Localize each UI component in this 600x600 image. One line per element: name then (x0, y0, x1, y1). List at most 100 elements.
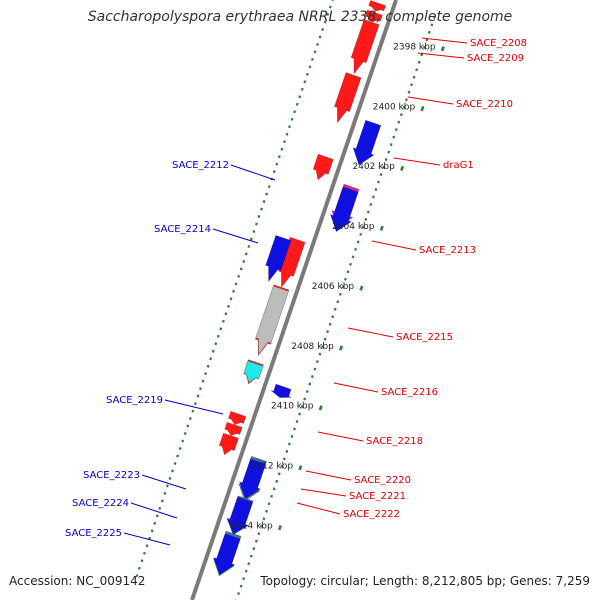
gene-sace_2208[interactable] (368, 0, 387, 12)
gene-sace_2219[interactable] (270, 383, 292, 398)
gene-sace_2220[interactable] (228, 410, 247, 426)
tick-dot-left (178, 446, 182, 451)
gene-features (212, 0, 387, 577)
gene-label-sace_2218[interactable]: SACE_2218 (366, 436, 423, 447)
gene-sace_2210[interactable] (350, 19, 380, 75)
gene-drag1[interactable] (334, 72, 362, 124)
gene-label-sace_2213[interactable]: SACE_2213 (419, 245, 476, 256)
tick-dot-left (310, 57, 314, 61)
tick-dot-left (252, 229, 256, 234)
tick-dot-left (196, 394, 200, 398)
kbp-tick (359, 285, 364, 291)
gene-feature[interactable] (226, 496, 254, 535)
tick-dot-right (387, 150, 391, 154)
tick-dot-left (298, 95, 302, 99)
tick-dot-left (160, 499, 164, 503)
tick-dot-left (219, 327, 223, 331)
accession-text: Accession: NC_009142 (9, 574, 146, 588)
gene-label-sace_2219[interactable]: SACE_2219 (106, 395, 163, 406)
tick-dot-left (232, 289, 235, 293)
gene-label-sace_2209[interactable]: SACE_2209 (467, 53, 524, 64)
tick-dot-right (285, 449, 289, 453)
gene-label-sace_2220[interactable]: SACE_2220 (354, 475, 411, 486)
gene-label-sace_2215[interactable]: SACE_2215 (396, 332, 453, 343)
gene-feature[interactable] (243, 360, 264, 384)
gene-label-drag1[interactable]: draG1 (443, 160, 474, 171)
tick-dot-right (321, 345, 324, 349)
leader-line (421, 37, 468, 44)
gene-label-sace_2214[interactable]: SACE_2214 (154, 224, 211, 235)
leader-line (393, 157, 441, 166)
tick-dot-left (176, 454, 180, 458)
tick-dot-left (247, 244, 251, 248)
tick-dot-left (255, 222, 258, 226)
tick-dot-left (323, 20, 327, 24)
tick-dot-right (354, 247, 358, 251)
gene-sace_2213[interactable] (312, 153, 334, 181)
tick-dot-right (298, 412, 302, 416)
tick-dot-left (249, 237, 253, 241)
tick-dot-left (209, 357, 213, 361)
tick-dot-left (191, 409, 195, 413)
tick-dot-left (288, 125, 291, 129)
tick-dot-left (234, 282, 238, 286)
tick-dot-right (402, 105, 406, 109)
tick-dot-right (293, 427, 296, 431)
gene-label-sace_2216[interactable]: SACE_2216 (381, 387, 438, 398)
gene-feature[interactable] (239, 458, 267, 499)
tick-dot-right (300, 404, 304, 409)
tick-marks (135, 0, 436, 600)
tick-dot-right (412, 75, 416, 79)
tick-dot-right (270, 494, 274, 498)
gene-label-sace_2212[interactable]: SACE_2212 (172, 160, 229, 171)
kbp-tick (420, 105, 425, 112)
tick-dot-left (214, 342, 218, 346)
gene-feature[interactable] (213, 533, 241, 575)
tick-dot-left (244, 252, 248, 256)
tick-dot-right (361, 225, 365, 229)
gene-feature[interactable] (265, 235, 292, 283)
leader-line (300, 488, 347, 497)
tick-dot-right (430, 23, 434, 27)
tick-dot-right (315, 360, 319, 364)
tick-dot-left (265, 192, 269, 196)
gene-label-sace_2210[interactable]: SACE_2210 (456, 99, 513, 110)
gene-label-sace_2223[interactable]: SACE_2223 (83, 470, 140, 481)
gene-label-sace_2221[interactable]: SACE_2221 (349, 491, 406, 502)
tick-dot-right (277, 472, 281, 476)
gene-feature[interactable] (329, 186, 359, 233)
kbp-tick (400, 165, 405, 172)
tick-dot-left (272, 170, 276, 174)
tick-dot-right (244, 569, 248, 573)
leader-line (305, 470, 352, 481)
gene-label-sace_2225[interactable]: SACE_2225 (65, 528, 122, 539)
tick-dot-right (356, 240, 360, 244)
tick-dot-right (392, 135, 396, 139)
gene-sace_2222[interactable] (218, 432, 239, 456)
gene-label-sace_2208[interactable]: SACE_2208 (470, 38, 527, 49)
tick-dot-left (229, 297, 233, 301)
kbp-label: 2398 kbp (393, 43, 436, 53)
tick-dot-left (331, 0, 334, 2)
tick-dot-left (168, 476, 172, 480)
gene-sace_2209[interactable] (364, 9, 383, 23)
tick-dot-left (313, 50, 317, 54)
tick-dot-right (415, 68, 419, 72)
gene-sace_2221[interactable] (224, 421, 243, 437)
gene-feature[interactable] (255, 285, 289, 355)
tick-dot-right (420, 53, 424, 57)
tick-dot-left (155, 514, 159, 518)
tick-dot-left (183, 432, 187, 436)
tick-dot-right (328, 322, 332, 326)
tick-dot-left (137, 566, 141, 570)
tick-dot-right (364, 217, 368, 221)
gene-labels: SACE_2208 SACE_2209 SACE_2210 draG1 SACE_221… (65, 37, 527, 546)
gene-sace_2212[interactable] (352, 119, 382, 166)
tick-dot-right (265, 509, 268, 513)
tick-dot-right (405, 98, 408, 102)
gene-label-sace_2222[interactable]: SACE_2222 (343, 509, 400, 520)
tick-dot-left (163, 491, 167, 495)
kbp-tick (278, 525, 282, 531)
gene-label-sace_2224[interactable]: SACE_2224 (72, 498, 129, 509)
